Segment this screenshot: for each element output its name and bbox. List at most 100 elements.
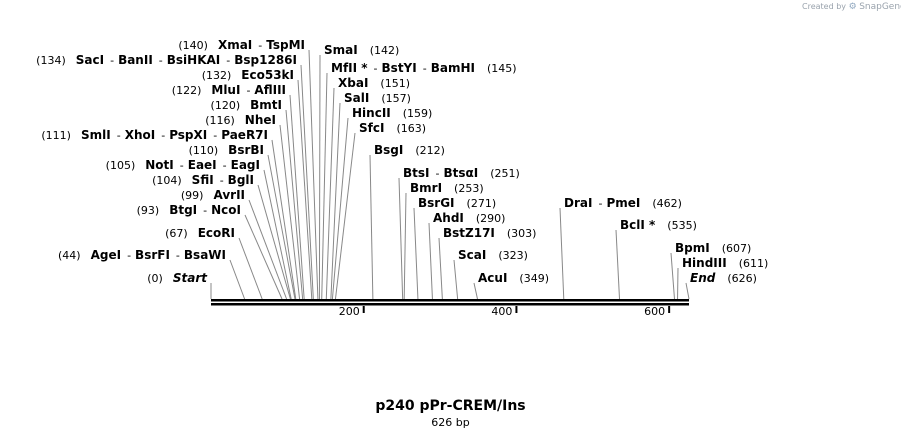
site-position: (159) bbox=[403, 107, 433, 120]
enzyme-name: AvrII bbox=[213, 188, 245, 202]
site-position: (105) bbox=[106, 159, 136, 172]
site-position: (44) bbox=[58, 249, 81, 262]
enzyme-name: BclI * bbox=[620, 218, 656, 232]
site-line bbox=[428, 222, 433, 300]
site-line bbox=[321, 72, 328, 300]
site-label: XbaI (151) bbox=[338, 76, 410, 90]
site-label: (110) BsrBI bbox=[189, 143, 264, 157]
enzyme-name: BtsαI bbox=[443, 166, 478, 180]
enzyme-name: BsrBI bbox=[228, 143, 264, 157]
axis-tick-label: 400 bbox=[491, 305, 512, 318]
site-position: (607) bbox=[722, 242, 752, 255]
site-position: (626) bbox=[727, 272, 757, 285]
site-line bbox=[244, 214, 283, 300]
site-position: (462) bbox=[652, 197, 682, 210]
site-position: (132) bbox=[202, 69, 232, 82]
site-position: (323) bbox=[498, 249, 528, 262]
credit-prefix: Created by bbox=[802, 2, 847, 11]
enzyme-name: BmtI bbox=[250, 98, 282, 112]
enzyme-name: AhdI bbox=[433, 211, 464, 225]
enzyme-name: EaeI bbox=[188, 158, 217, 172]
site-line bbox=[279, 124, 301, 300]
site-position: (93) bbox=[137, 204, 160, 217]
site-label: (99) AvrII bbox=[181, 188, 245, 202]
site-label: AcuI (349) bbox=[478, 271, 549, 285]
site-line bbox=[403, 192, 407, 300]
enzyme-name: SfiI bbox=[192, 173, 214, 187]
enzyme-name: EcoRI bbox=[198, 226, 235, 240]
enzyme-separator: - bbox=[117, 129, 121, 142]
enzyme-name: EagI bbox=[231, 158, 260, 172]
site-line bbox=[559, 207, 565, 300]
enzyme-name: BsrFI bbox=[135, 248, 170, 262]
site-position: (349) bbox=[519, 272, 549, 285]
enzyme-name: PspXI bbox=[169, 128, 207, 142]
site-label: (122) MluI - AflIII bbox=[172, 83, 286, 97]
enzyme-separator: - bbox=[598, 197, 602, 210]
site-line bbox=[473, 282, 478, 300]
enzyme-name: TspMI bbox=[266, 38, 305, 52]
site-label: (105) NotI - EaeI - EagI bbox=[106, 158, 260, 172]
site-position: (212) bbox=[415, 144, 445, 157]
site-line bbox=[685, 282, 690, 300]
site-label: HindIII (611) bbox=[682, 256, 768, 270]
enzyme-name: SalI bbox=[344, 91, 369, 105]
site-line bbox=[257, 184, 291, 300]
site-position: (111) bbox=[41, 129, 71, 142]
site-label: ScaI (323) bbox=[458, 248, 528, 262]
site-position: (157) bbox=[381, 92, 411, 105]
site-label: BstZ17I (303) bbox=[443, 226, 536, 240]
enzyme-separator: - bbox=[159, 54, 163, 67]
enzyme-name: SacI bbox=[76, 53, 104, 67]
site-line bbox=[267, 154, 296, 300]
site-line bbox=[331, 117, 349, 300]
site-label: (44) AgeI - BsrFI - BsaWI bbox=[58, 248, 226, 262]
credit-brand: SnapGene bbox=[859, 2, 901, 12]
site-label: BsgI (212) bbox=[374, 143, 445, 157]
site-position: (140) bbox=[178, 39, 208, 52]
enzyme-name: BsgI bbox=[374, 143, 403, 157]
site-label: BsrGI (271) bbox=[418, 196, 496, 210]
map-title: p240 pPr-CREM/Ins bbox=[375, 398, 526, 414]
enzyme-name: BstZ17I bbox=[443, 226, 495, 240]
site-line bbox=[229, 259, 246, 300]
site-label: (134) SacI - BanII - BsiHKAI - Bsp1286I bbox=[36, 53, 297, 67]
enzyme-name: HindIII bbox=[682, 256, 727, 270]
site-position: (253) bbox=[454, 182, 484, 195]
site-label: (116) NheI bbox=[205, 113, 276, 127]
site-position: (67) bbox=[165, 227, 188, 240]
site-line bbox=[615, 229, 621, 300]
site-line bbox=[318, 54, 321, 300]
site-label: End (626) bbox=[690, 271, 757, 285]
enzyme-name: DraI bbox=[564, 196, 592, 210]
enzyme-name: XhoI bbox=[125, 128, 156, 142]
site-position: (122) bbox=[172, 84, 202, 97]
enzyme-name: AgeI bbox=[91, 248, 121, 262]
site-line bbox=[289, 94, 305, 300]
site-line bbox=[453, 259, 459, 300]
enzyme-separator: - bbox=[226, 54, 230, 67]
site-line bbox=[438, 237, 443, 300]
enzyme-name: HincII bbox=[352, 106, 391, 120]
site-position: (535) bbox=[667, 219, 697, 232]
enzyme-separator: - bbox=[176, 249, 180, 262]
enzyme-separator: - bbox=[213, 129, 217, 142]
site-label: (120) BmtI bbox=[211, 98, 282, 112]
enzyme-separator: - bbox=[436, 167, 440, 180]
site-position: (611) bbox=[739, 257, 769, 270]
site-line bbox=[398, 177, 404, 300]
site-line bbox=[248, 199, 288, 300]
site-line bbox=[334, 132, 356, 300]
enzyme-name: BtsI bbox=[403, 166, 430, 180]
enzyme-name: BsiHKAI bbox=[167, 53, 221, 67]
enzyme-separator: - bbox=[161, 129, 165, 142]
site-position: (116) bbox=[205, 114, 235, 127]
site-line bbox=[297, 79, 313, 300]
enzyme-separator: - bbox=[110, 54, 114, 67]
site-line bbox=[300, 64, 314, 300]
enzyme-name: BstYI bbox=[382, 61, 417, 75]
site-label: SmaI (142) bbox=[324, 43, 399, 57]
site-position: (271) bbox=[467, 197, 497, 210]
enzyme-name: BpmI bbox=[675, 241, 710, 255]
